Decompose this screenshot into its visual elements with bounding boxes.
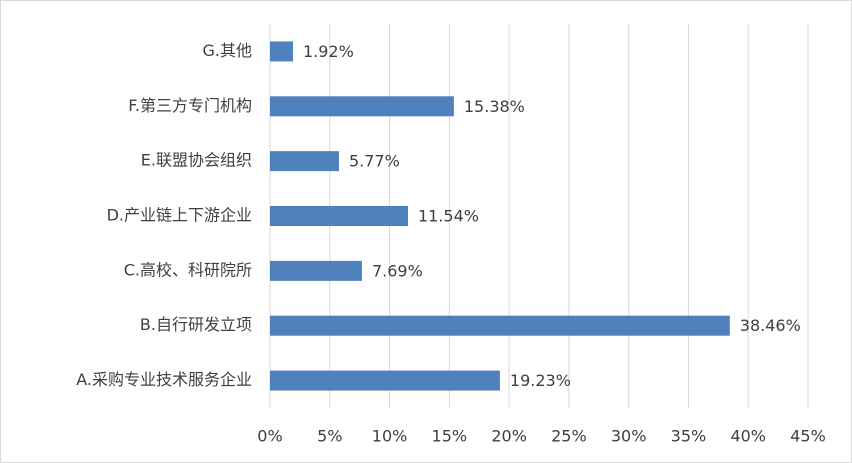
data-label: 7.69% [372, 261, 423, 280]
x-tick-label: 40% [730, 427, 766, 446]
y-tick-label: C.高校、科研院所 [124, 260, 252, 279]
bar [270, 315, 730, 336]
bar [270, 151, 339, 172]
bar [270, 96, 454, 117]
x-tick-label: 0% [257, 427, 282, 446]
y-tick-label: F.第三方专门机构 [128, 96, 252, 115]
x-tick-label: 5% [317, 427, 342, 446]
x-tick-label: 35% [671, 427, 707, 446]
x-tick-label: 45% [790, 427, 826, 446]
data-label: 19.23% [510, 371, 571, 390]
x-tick-label: 30% [611, 427, 647, 446]
bar [270, 206, 408, 226]
bar [270, 41, 293, 62]
bar [270, 370, 500, 391]
x-tick-label: 15% [432, 427, 468, 446]
data-label: 15.38% [464, 97, 525, 116]
y-tick-label: G.其他 [203, 41, 253, 60]
data-label: 11.54% [418, 207, 479, 226]
x-tick-label: 10% [372, 427, 408, 446]
data-label: 38.46% [740, 316, 801, 335]
data-label: 1.92% [303, 42, 354, 61]
y-tick-label: A.采购专业技术服务企业 [76, 370, 252, 389]
bar [270, 260, 362, 281]
data-label: 5.77% [349, 152, 400, 171]
x-tick-label: 25% [551, 427, 587, 446]
y-tick-label: D.产业链上下游企业 [107, 206, 252, 225]
y-tick-label: E.联盟协会组织 [141, 151, 252, 170]
y-tick-label: B.自行研发立项 [140, 315, 252, 334]
x-tick-label: 20% [491, 427, 527, 446]
